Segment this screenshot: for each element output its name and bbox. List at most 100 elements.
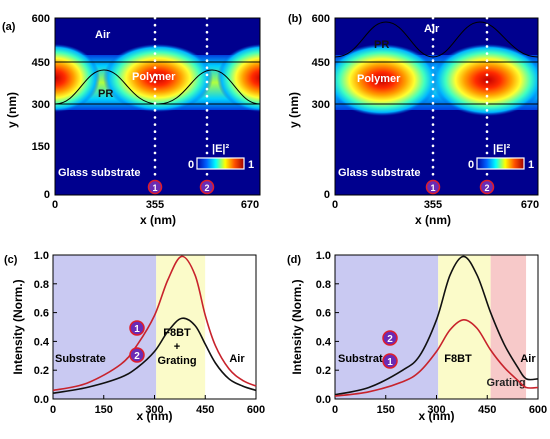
panel-c-marker-label: 2	[134, 351, 140, 362]
panel-a-xlabel: x (nm)	[140, 213, 176, 227]
panel-d-letter: (d)	[287, 254, 301, 266]
panel-d-marker-circle	[382, 353, 398, 369]
panel-a-glass-label: Glass substrate	[58, 167, 141, 179]
panel-d: 0 150 300 450 600 0.0 0.2 0.4 0.6 0.8 1.0 x (nm) Int…	[287, 250, 547, 423]
panel-b-letter: (b)	[288, 13, 302, 25]
panel-b-ytick: 600	[312, 13, 330, 25]
panel-a-ytick: 450	[32, 57, 50, 69]
panel-c-region-label: F8BT + Grating	[157, 327, 196, 367]
svg-text:1: 1	[430, 183, 435, 193]
panel-b-xtick-labels: 0 355 670	[332, 199, 539, 211]
panel-c-region-bg	[205, 255, 256, 399]
panel-a-colorbar-min: 0	[188, 159, 194, 171]
panel-b-xlabel: x (nm)	[415, 213, 451, 227]
svg-text:2: 2	[484, 183, 489, 193]
panel-c-xtick-label: 0	[50, 404, 56, 416]
panel-d-xtick-label: 600	[529, 404, 547, 416]
panel-c-marker-circle	[129, 320, 145, 336]
panel-c-ytick-label: 1.0	[34, 250, 49, 262]
panel-d-series-2-line	[334, 255, 539, 396]
panel-a-polymer-label: Polymer	[132, 71, 176, 83]
panel-a-colorbar: |E|² 0 1	[188, 143, 254, 171]
svg-text:2: 2	[204, 183, 209, 193]
panel-b-ytick: 450	[312, 57, 330, 69]
panel-a-colorbar-scale	[196, 157, 245, 170]
svg-text:1: 1	[152, 183, 157, 193]
panel-c-xtick-label: 150	[95, 404, 113, 416]
panel-c-marker-label: 1	[134, 324, 140, 335]
panel-c-series-1-marker: 1	[129, 320, 145, 336]
panel-a-air-label: Air	[95, 29, 111, 41]
panel-c-ytick-label: 0.4	[34, 336, 50, 348]
panel-d-xtick-label: 300	[427, 404, 445, 416]
panel-d-ytick-label: 0.6	[316, 308, 331, 320]
panel-b-ylabel: y (nm)	[287, 92, 301, 128]
panel-b-xtick: 670	[521, 199, 539, 211]
panel-a-ytick: 0	[44, 189, 50, 201]
panel-c-letter: (c)	[4, 254, 18, 266]
panel-a-colorbar-title: |E|²	[212, 143, 229, 155]
panel-a-xtick: 0	[52, 199, 58, 211]
panel-a-ylabel: y (nm)	[5, 92, 19, 128]
panel-a-xtick: 670	[241, 199, 259, 211]
panel-a-marker-2: 2	[199, 179, 215, 195]
panel-a-xtick-labels: 0 355 670	[52, 199, 259, 211]
panel-b-xtick: 0	[332, 199, 338, 211]
panel-d-xtick-label: 450	[478, 404, 496, 416]
panel-b-ytick: 300	[312, 99, 330, 111]
panel-b: (b) y (nm) x (nm) 600 450 300 0 0 355 67…	[287, 13, 539, 227]
panel-d-region-bg	[526, 255, 538, 399]
panel-c-xlabel: x (nm)	[137, 409, 173, 423]
panel-d-xlabel: x (nm)	[419, 409, 455, 423]
panel-b-ytick-labels: 600 450 300 0	[312, 13, 330, 201]
panel-a-pr-label: PR	[98, 88, 113, 100]
panel-a-xtick: 355	[146, 199, 164, 211]
panel-d-series-1-line	[334, 319, 539, 397]
panel-b-marker-1: 1	[425, 179, 441, 195]
panel-c-series-2-marker: 2	[129, 347, 145, 363]
panel-b-marker-2: 2	[479, 179, 495, 195]
panel-b-ytick: 0	[324, 189, 330, 201]
panel-d-xtick-label: 150	[377, 404, 395, 416]
panel-d-marker-label: 1	[387, 357, 393, 368]
panel-a-ytick: 150	[32, 141, 50, 153]
panel-d-ytick-label: 1.0	[316, 250, 331, 262]
panel-b-colorbar: |E|² 0 1	[468, 143, 534, 171]
panel-d-region-bg	[335, 255, 439, 399]
panel-c-region-label: Substrate	[55, 353, 106, 365]
panel-c-series-1-line	[52, 255, 257, 392]
panel-d-marker-label: 2	[387, 334, 393, 345]
panel-c-xtick-label: 600	[247, 404, 265, 416]
panel-d-region-label: Air	[520, 353, 536, 365]
panel-d-ylabel: Intensity (Norm.)	[290, 279, 304, 374]
panel-c-ytick-label: 0.6	[34, 308, 49, 320]
panel-d-ytick-label: 0.2	[316, 365, 331, 377]
panel-d-ytick-label: 0.4	[316, 336, 332, 348]
panel-a-ytick: 600	[32, 13, 50, 25]
panel-d-marker-circle	[382, 330, 398, 346]
panel-b-colorbar-max: 1	[528, 159, 534, 171]
panel-b-colorbar-scale	[476, 157, 525, 170]
panel-a-field-map	[55, 18, 260, 195]
panel-d-region-label: F8BT	[444, 353, 472, 365]
panel-b-pr-label: PR	[374, 39, 389, 51]
panel-c-ytick-label: 0.8	[34, 279, 49, 291]
panel-b-polymer-label: Polymer	[357, 73, 401, 85]
panel-c-series-2-line	[52, 317, 257, 394]
panel-a-letter: (a)	[2, 21, 16, 33]
panel-c: 0 150 300 450 600 0.0 0.2 0.4 0.6 0.8 1.0 x (nm) Int…	[4, 250, 265, 423]
panel-b-glass-label: Glass substrate	[338, 167, 421, 179]
panel-b-colorbar-min: 0	[468, 159, 474, 171]
panel-c-marker-circle	[129, 347, 145, 363]
panel-a-marker-1: 1	[147, 179, 163, 195]
panel-c-xtick-label: 450	[196, 404, 214, 416]
panel-c-region-label: Air	[229, 353, 245, 365]
panel-d-region-label: Substrate	[338, 353, 389, 365]
panel-c-ytick-label: 0.0	[34, 394, 49, 406]
panel-d-series-1-marker: 1	[382, 353, 398, 369]
panel-c-ylabel: Intensity (Norm.)	[11, 279, 25, 374]
panel-d-region-bg	[438, 255, 491, 399]
panel-c-ytick-label: 0.2	[34, 365, 49, 377]
panel-b-xtick: 355	[424, 199, 442, 211]
